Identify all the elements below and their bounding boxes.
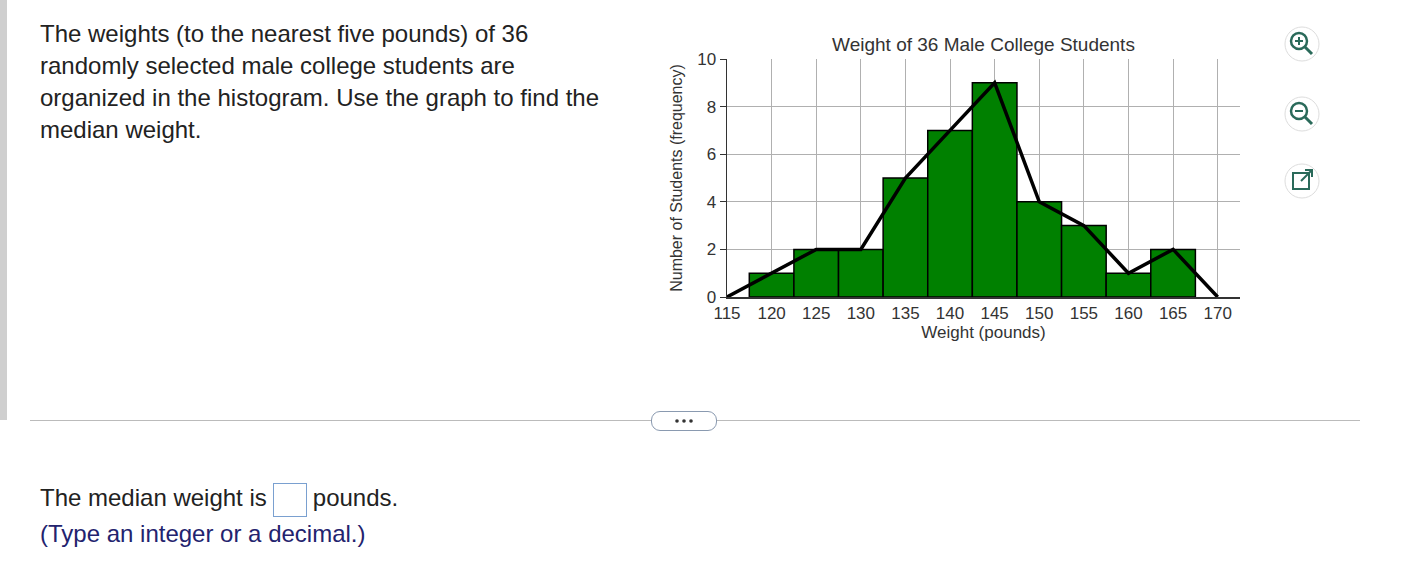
svg-text:140: 140 xyxy=(936,304,964,323)
svg-text:135: 135 xyxy=(891,304,919,323)
svg-text:130: 130 xyxy=(847,304,875,323)
html-text:pounds.: pounds. xyxy=(312,484,399,511)
svg-text:160: 160 xyxy=(1114,304,1142,323)
svg-text:150: 150 xyxy=(1025,304,1053,323)
html-text:The weights (to the nearest fi: The weights (to the nearest five pounds)… xyxy=(40,20,599,143)
svg-text:2: 2 xyxy=(707,240,716,259)
svg-text:Weight of 36 Male College Stud: Weight of 36 Male College Students xyxy=(832,34,1135,55)
svg-text:8: 8 xyxy=(707,98,716,117)
svg-text:125: 125 xyxy=(802,304,830,323)
svg-text:Weight (pounds): Weight (pounds) xyxy=(921,323,1045,342)
svg-text:165: 165 xyxy=(1159,304,1187,323)
svg-text:6: 6 xyxy=(707,145,716,164)
html-text:(Type an integer or a decimal.: (Type an integer or a decimal.) xyxy=(40,520,366,547)
svg-text:10: 10 xyxy=(697,50,716,69)
html-text:The median weight is: The median weight is xyxy=(40,484,267,511)
svg-text:0: 0 xyxy=(707,288,716,307)
svg-text:4: 4 xyxy=(707,193,716,212)
svg-text:170: 170 xyxy=(1204,304,1232,323)
svg-text:155: 155 xyxy=(1070,304,1098,323)
svg-text:145: 145 xyxy=(980,304,1008,323)
svg-text:120: 120 xyxy=(757,304,785,323)
svg-text:115: 115 xyxy=(713,304,740,323)
svg-text:Number of Students (frequency): Number of Students (frequency) xyxy=(668,64,685,292)
